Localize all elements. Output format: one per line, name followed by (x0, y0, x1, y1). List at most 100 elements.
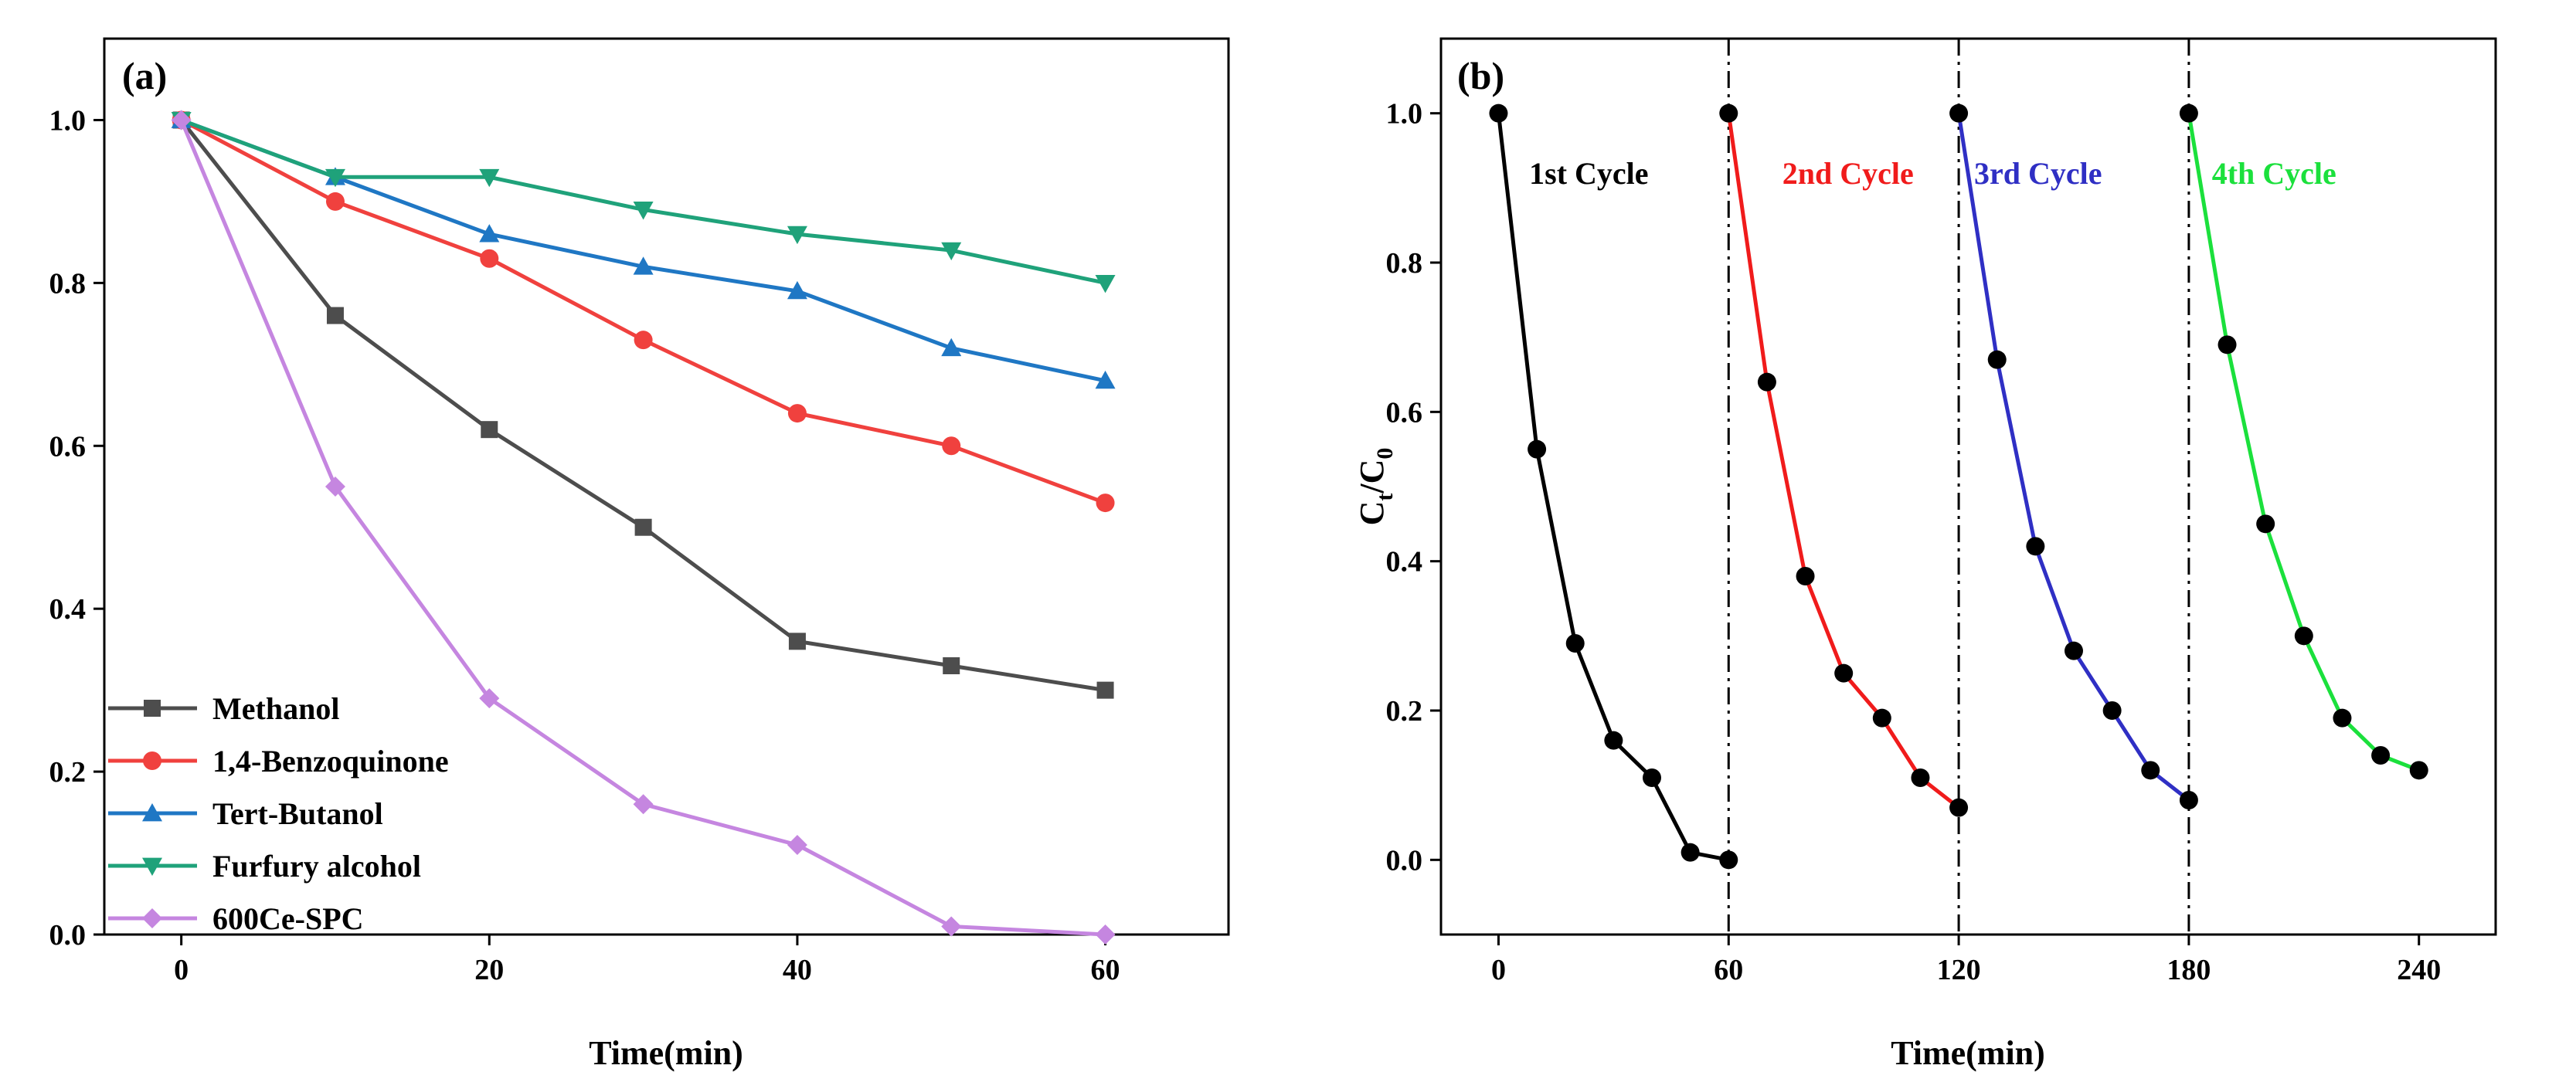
series-2nd-cycle (1719, 103, 1969, 817)
legend-marker (142, 908, 162, 928)
data-point (1565, 634, 1585, 653)
panel-a-label: (a) (122, 54, 167, 97)
legend-label: Methanol (212, 691, 339, 726)
data-point (2409, 761, 2428, 780)
data-point (1949, 798, 1969, 817)
x-tick-label: 120 (1937, 954, 1981, 986)
data-point (1987, 350, 2007, 369)
panel-b-chart: (b) 0.0 0.2 0.4 0.6 0.8 1.0 0 60 120 180 240 1st … (1353, 37, 2497, 1072)
panel-a-chart: (a) 0.0 0.2 0.4 0.6 0.8 1.0 0 20 40 60 Methanol 1… (49, 37, 1230, 1072)
data-point (1681, 843, 1700, 862)
series-line (1726, 113, 1960, 809)
data-point (1796, 567, 1815, 585)
data-point (2179, 791, 2198, 809)
data-point (2141, 761, 2160, 780)
y-tick-label: 0.2 (49, 756, 87, 789)
panel-a-frame (103, 37, 1230, 936)
panel-b-series (1489, 103, 2428, 870)
data-point (787, 835, 807, 855)
legend-label: 600Ce-SPC (212, 901, 364, 936)
data-point (788, 633, 806, 650)
data-point (325, 168, 345, 188)
panel-b-label: (b) (1457, 54, 1504, 97)
x-tick-label: 40 (783, 954, 812, 986)
data-point (2026, 537, 2045, 556)
legend-label: 1,4-Benzoquinone (212, 744, 449, 779)
data-point (1719, 850, 1738, 870)
series-600ce-spc (171, 110, 1116, 945)
data-point (1872, 708, 1891, 728)
data-point (633, 202, 654, 220)
data-point (480, 249, 499, 268)
y-title-sub-0: 0 (1372, 448, 1398, 460)
data-point (941, 242, 962, 261)
panel-b-x-ticks: 0 60 120 180 240 (1491, 935, 2441, 986)
series-4th-cycle (2179, 103, 2428, 780)
legend-label: Tert-Butanol (212, 796, 383, 831)
cycle-label-2nd-cycle: 2nd Cycle (1782, 156, 1914, 191)
data-point (941, 916, 962, 937)
x-tick-label: 20 (474, 954, 504, 986)
y-tick-label: 0.4 (49, 593, 87, 626)
x-tick-label: 0 (174, 954, 189, 986)
data-point (1095, 924, 1116, 945)
y-tick-label: 0.8 (1386, 247, 1423, 280)
x-tick-label: 180 (2166, 954, 2211, 986)
data-point (941, 338, 962, 357)
data-point (633, 256, 654, 275)
data-point (325, 192, 345, 211)
panel-b-x-axis-title: Time(min) (1891, 1034, 2045, 1072)
data-point (1757, 372, 1776, 392)
y-tick-label: 0.2 (1386, 695, 1423, 728)
data-point (787, 280, 807, 300)
cycle-label-1st-cycle: 1st Cycle (1529, 156, 1648, 191)
panel-a-x-ticks: 0 20 40 60 (174, 935, 1120, 986)
series-line (2187, 113, 2420, 772)
data-point (479, 168, 500, 188)
data-point (1911, 768, 1930, 787)
y-tick-label: 0.4 (1386, 546, 1423, 578)
data-point (634, 331, 653, 350)
y-tick-label: 1.0 (49, 104, 87, 137)
legend-marker (142, 857, 162, 876)
data-point (2102, 701, 2122, 720)
x-tick-label: 240 (2397, 954, 2441, 986)
data-point (2333, 708, 2352, 728)
y-title-sub-t: t (1372, 494, 1398, 501)
cycle-label-4th-cycle: 4th Cycle (2212, 156, 2336, 191)
legend-label: Furfury alcohol (212, 849, 421, 884)
data-point (479, 224, 500, 243)
panel-b-frame (1439, 37, 2497, 936)
panel-a-series (171, 110, 1116, 945)
data-point (1528, 439, 1547, 459)
data-point (1834, 663, 1854, 683)
x-tick-label: 0 (1491, 954, 1506, 986)
data-point (943, 657, 960, 674)
y-title-slash-c: /C (1353, 460, 1391, 494)
panel-a-y-ticks: 0.0 0.2 0.4 0.6 0.8 1.0 (49, 104, 104, 952)
data-point (2371, 746, 2391, 765)
legend-marker (144, 700, 161, 717)
data-point (787, 404, 807, 423)
data-point (1095, 370, 1116, 389)
panel-b-cycle-dividers (1727, 39, 2190, 935)
data-point (633, 794, 654, 815)
data-point (1489, 103, 1508, 123)
series-line (1956, 113, 2190, 802)
y-tick-label: 0.6 (49, 430, 87, 463)
data-point (2256, 514, 2275, 534)
data-point (2294, 626, 2313, 646)
data-point (1643, 768, 1661, 787)
data-point (942, 436, 961, 456)
data-point (1096, 494, 1115, 513)
series-methanol (172, 111, 1114, 699)
panel-b-cycle-labels: 1st Cycle 2nd Cycle 3rd Cycle 4th Cycle (1529, 156, 2336, 191)
y-tick-label: 0.0 (49, 919, 87, 952)
data-point (1096, 681, 1114, 699)
legend-marker (142, 803, 162, 822)
y-title-c: C (1353, 501, 1391, 526)
panel-b-y-ticks: 0.0 0.2 0.4 0.6 0.8 1.0 (1386, 98, 1441, 877)
data-point (1604, 731, 1623, 750)
data-point (1719, 103, 1738, 123)
